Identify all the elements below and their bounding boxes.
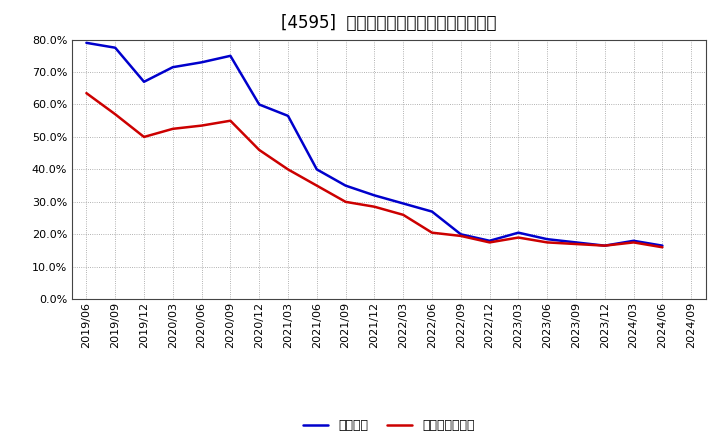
固定比率 bbox=[658, 243, 667, 248]
固定長期適合率 bbox=[600, 243, 609, 248]
固定比率 bbox=[399, 201, 408, 206]
固定長期適合率 bbox=[111, 112, 120, 117]
固定比率 bbox=[629, 238, 638, 243]
固定比率 bbox=[456, 231, 465, 237]
固定長期適合率 bbox=[341, 199, 350, 205]
固定比率 bbox=[226, 53, 235, 59]
固定長期適合率 bbox=[572, 242, 580, 247]
固定長期適合率 bbox=[226, 118, 235, 123]
固定比率 bbox=[312, 167, 321, 172]
固定比率 bbox=[197, 60, 206, 65]
固定比率 bbox=[543, 237, 552, 242]
固定長期適合率 bbox=[168, 126, 177, 132]
固定長期適合率 bbox=[428, 230, 436, 235]
Legend: 固定比率, 固定長期適合率: 固定比率, 固定長期適合率 bbox=[298, 414, 480, 437]
固定長期適合率 bbox=[82, 91, 91, 96]
固定長期適合率 bbox=[140, 134, 148, 139]
固定比率 bbox=[485, 238, 494, 243]
固定長期適合率 bbox=[629, 240, 638, 245]
固定比率 bbox=[168, 65, 177, 70]
固定長期適合率 bbox=[399, 212, 408, 217]
固定長期適合率 bbox=[514, 235, 523, 240]
固定比率 bbox=[514, 230, 523, 235]
Title: [4595]  固定比率、固定長期適合率の推移: [4595] 固定比率、固定長期適合率の推移 bbox=[281, 15, 497, 33]
固定長期適合率 bbox=[255, 147, 264, 153]
固定比率 bbox=[370, 193, 379, 198]
固定長期適合率 bbox=[658, 245, 667, 250]
固定比率 bbox=[428, 209, 436, 214]
固定比率 bbox=[284, 113, 292, 118]
固定長期適合率 bbox=[370, 204, 379, 209]
固定比率 bbox=[111, 45, 120, 50]
固定比率 bbox=[82, 40, 91, 45]
固定長期適合率 bbox=[312, 183, 321, 188]
固定比率 bbox=[600, 243, 609, 248]
固定長期適合率 bbox=[284, 167, 292, 172]
固定比率 bbox=[572, 240, 580, 245]
固定長期適合率 bbox=[197, 123, 206, 128]
固定比率 bbox=[255, 102, 264, 107]
固定比率 bbox=[341, 183, 350, 188]
固定長期適合率 bbox=[543, 240, 552, 245]
固定長期適合率 bbox=[485, 240, 494, 245]
固定長期適合率 bbox=[456, 233, 465, 238]
固定比率 bbox=[140, 79, 148, 84]
Line: 固定長期適合率: 固定長期適合率 bbox=[86, 93, 662, 247]
Line: 固定比率: 固定比率 bbox=[86, 43, 662, 246]
